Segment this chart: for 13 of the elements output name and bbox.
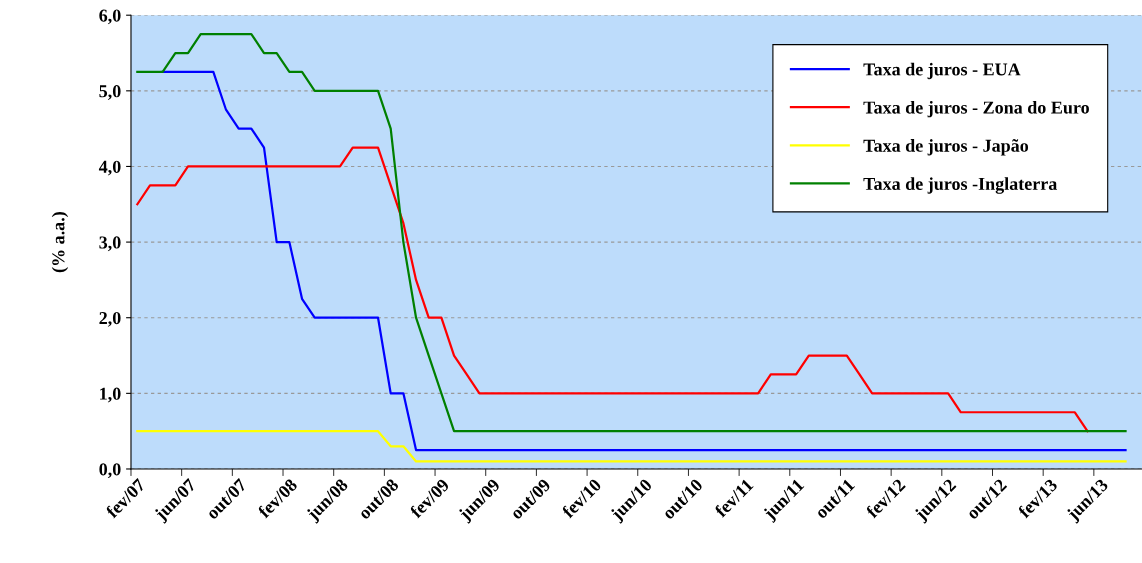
y-tick-label: 1,0	[100, 387, 121, 403]
legend-label: Taxa de juros - Japão	[863, 139, 1029, 156]
y-tick-label: 2,0	[99, 311, 121, 327]
line-series	[136, 33, 1127, 433]
y-tick-label: 5,0	[99, 85, 121, 100]
y-axis-title: (% a.a.)	[51, 212, 69, 273]
y-tick-label: 0,0	[99, 463, 121, 479]
y-tick-label: 6,0	[99, 9, 121, 25]
y-tick-label: 4,0	[98, 160, 121, 176]
legend-label: Taxa de juros - EUA	[863, 62, 1021, 80]
y-tick-label: 3,0	[99, 236, 121, 252]
legend-label: Taxa de juros -Inglaterra	[863, 177, 1058, 194]
legend-label: Taxa de juros - Zona do Euro	[863, 100, 1089, 118]
